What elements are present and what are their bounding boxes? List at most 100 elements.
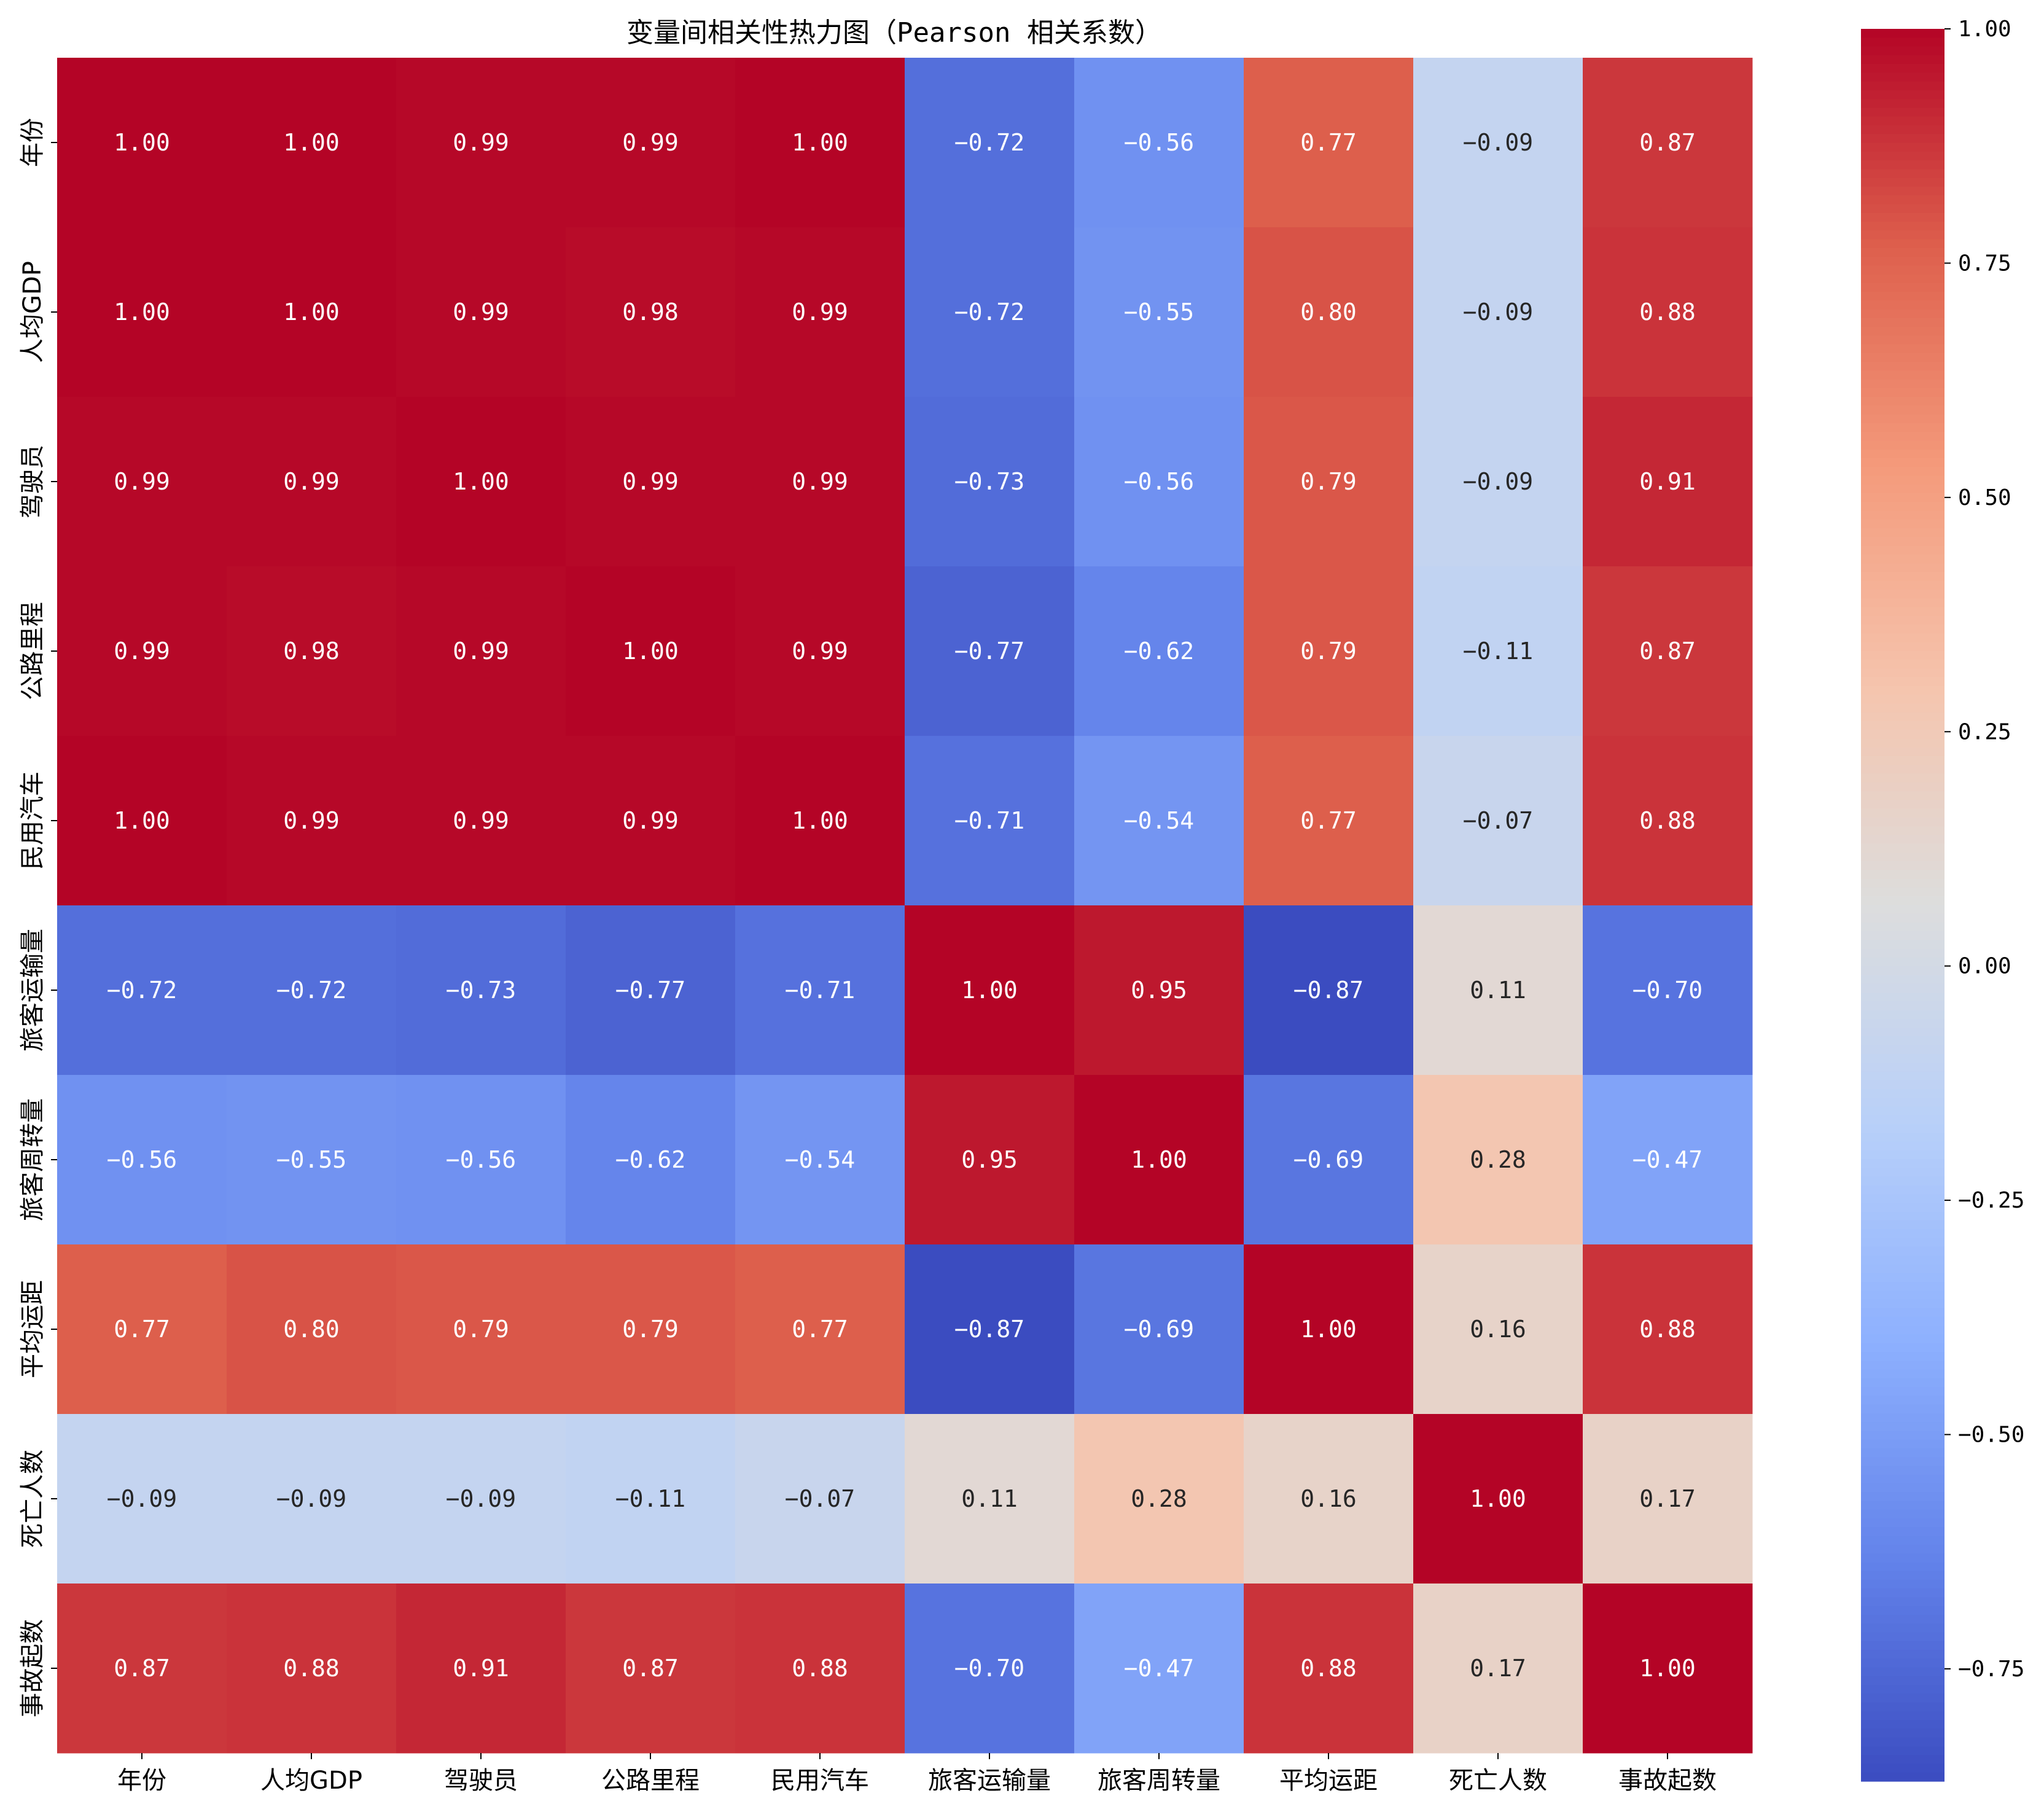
colorbar-segment-144 xyxy=(1861,1291,1945,1300)
y-tick-label-4: 民用汽车 xyxy=(18,771,47,870)
colorbar-segment-103 xyxy=(1861,931,1945,941)
heatmap-cell-r1-c4 xyxy=(735,227,905,397)
cell-value-r8-c0: −0.09 xyxy=(107,1485,177,1512)
heatmap-cell-r1-c3 xyxy=(566,227,736,397)
colorbar-segment-61 xyxy=(1861,563,1945,573)
colorbar-segment-152 xyxy=(1861,1361,1945,1370)
colorbar-segment-193 xyxy=(1861,1720,1945,1730)
cell-value-r9-c9: 1.00 xyxy=(1639,1655,1696,1682)
heatmap-cell-r9-c1 xyxy=(227,1584,397,1754)
colorbar-segment-177 xyxy=(1861,1579,1945,1589)
x-tick-label-1: 人均GDP xyxy=(260,1767,362,1795)
colorbar-segment-19 xyxy=(1861,195,1945,205)
colorbar-segment-157 xyxy=(1861,1404,1945,1414)
cell-value-r0-c6: −0.56 xyxy=(1124,129,1194,156)
heatmap-cell-r8-c8 xyxy=(1413,1414,1583,1584)
colorbar-segment-167 xyxy=(1861,1492,1945,1502)
heatmap-cell-r5-c9 xyxy=(1583,905,1753,1076)
heatmap-cell-r2-c7 xyxy=(1244,397,1414,567)
colorbar-segment-141 xyxy=(1861,1264,1945,1274)
colorbar-segment-67 xyxy=(1861,615,1945,625)
cell-value-r0-c5: −0.72 xyxy=(954,129,1024,156)
colorbar-segment-24 xyxy=(1861,239,1945,249)
colorbar-segment-37 xyxy=(1861,353,1945,362)
cell-value-r7-c6: −0.69 xyxy=(1124,1316,1194,1343)
cell-value-r1-c3: 0.98 xyxy=(622,299,679,326)
cell-value-r8-c1: −0.09 xyxy=(276,1485,346,1512)
heatmap-cell-r9-c3 xyxy=(566,1584,736,1754)
colorbar-segment-76 xyxy=(1861,695,1945,705)
colorbar-segment-91 xyxy=(1861,826,1945,835)
heatmap-cell-r8-c2 xyxy=(396,1414,566,1584)
cell-value-r9-c7: 0.88 xyxy=(1300,1655,1357,1682)
heatmap-cell-r4-c7 xyxy=(1244,736,1414,906)
colorbar-segment-28 xyxy=(1861,274,1945,284)
heatmap-cell-r4-c3 xyxy=(566,736,736,906)
colorbar-tick-label-5: −0.25 xyxy=(1958,1188,2024,1213)
heatmap-cell-r5-c1 xyxy=(227,905,397,1076)
cell-value-r5-c5: 1.00 xyxy=(961,977,1018,1004)
cell-value-r0-c3: 0.99 xyxy=(622,129,679,156)
heatmap-cell-r3-c4 xyxy=(735,566,905,736)
cell-value-r3-c7: 0.79 xyxy=(1300,638,1357,665)
heatmap-cell-r4-c2 xyxy=(396,736,566,906)
colorbar-segment-170 xyxy=(1861,1518,1945,1528)
colorbar-segment-17 xyxy=(1861,178,1945,187)
heatmap-cell-r0-c4 xyxy=(735,58,905,228)
cell-value-r1-c1: 1.00 xyxy=(283,299,340,326)
cell-value-r3-c0: 0.99 xyxy=(114,638,170,665)
colorbar-segment-169 xyxy=(1861,1509,1945,1519)
heatmap-cell-r3-c8 xyxy=(1413,566,1583,736)
colorbar-segment-162 xyxy=(1861,1448,1945,1458)
cell-value-r6-c0: −0.56 xyxy=(107,1146,177,1173)
x-tick-label-7: 平均运距 xyxy=(1279,1767,1378,1795)
cell-value-r4-c4: 1.00 xyxy=(792,807,848,834)
colorbar-segment-77 xyxy=(1861,703,1945,713)
heatmap-cell-r3-c7 xyxy=(1244,566,1414,736)
colorbar-segment-133 xyxy=(1861,1194,1945,1204)
colorbar-segment-89 xyxy=(1861,808,1945,818)
heatmap-cells xyxy=(57,58,1753,1754)
cell-value-r5-c3: −0.77 xyxy=(615,977,685,1004)
colorbar-segment-87 xyxy=(1861,791,1945,800)
heatmap-cell-r2-c2 xyxy=(396,397,566,567)
cell-value-r8-c9: 0.17 xyxy=(1639,1485,1696,1512)
cell-value-r6-c4: −0.54 xyxy=(785,1146,855,1173)
colorbar-segment-187 xyxy=(1861,1667,1945,1677)
colorbar-segment-32 xyxy=(1861,309,1945,319)
colorbar-segment-198 xyxy=(1861,1763,1945,1773)
colorbar-segment-121 xyxy=(1861,1089,1945,1098)
colorbar-segment-156 xyxy=(1861,1396,1945,1405)
cell-value-r2-c5: −0.73 xyxy=(954,468,1024,495)
colorbar-segment-21 xyxy=(1861,213,1945,222)
cell-value-r4-c6: −0.54 xyxy=(1124,807,1194,834)
colorbar-segment-11 xyxy=(1861,125,1945,135)
colorbar-segment-180 xyxy=(1861,1606,1945,1615)
colorbar-segment-29 xyxy=(1861,283,1945,292)
heatmap-cell-r2-c6 xyxy=(1074,397,1244,567)
colorbar-segment-20 xyxy=(1861,204,1945,214)
colorbar-segment-22 xyxy=(1861,221,1945,231)
colorbar-segment-13 xyxy=(1861,143,1945,152)
heatmap-cell-r6-c5 xyxy=(905,1075,1075,1245)
colorbar-segment-18 xyxy=(1861,186,1945,196)
colorbar-segment-189 xyxy=(1861,1685,1945,1694)
heatmap-annotations: 1.00 1.00 0.99 0.99 1.00 −0.72 −0.56 0.77 −0.09 0… xyxy=(107,129,1703,1682)
cell-value-r9-c2: 0.91 xyxy=(453,1655,509,1682)
heatmap-cell-r7-c9 xyxy=(1583,1244,1753,1415)
colorbar-segment-155 xyxy=(1861,1387,1945,1396)
colorbar-segment-117 xyxy=(1861,1054,1945,1063)
heatmap-cell-r9-c5 xyxy=(905,1584,1075,1754)
colorbar-segment-3 xyxy=(1861,55,1945,64)
colorbar-segment-126 xyxy=(1861,1133,1945,1142)
cell-value-r9-c3: 0.87 xyxy=(622,1655,679,1682)
colorbar-segment-186 xyxy=(1861,1658,1945,1668)
cell-value-r8-c4: −0.07 xyxy=(785,1485,855,1512)
heatmap-cell-r1-c8 xyxy=(1413,227,1583,397)
heatmap-cell-r8-c5 xyxy=(905,1414,1075,1584)
heatmap-cell-r8-c6 xyxy=(1074,1414,1244,1584)
colorbar-segment-23 xyxy=(1861,230,1945,240)
colorbar-segment-0 xyxy=(1861,29,1945,38)
colorbar-segment-97 xyxy=(1861,878,1945,888)
